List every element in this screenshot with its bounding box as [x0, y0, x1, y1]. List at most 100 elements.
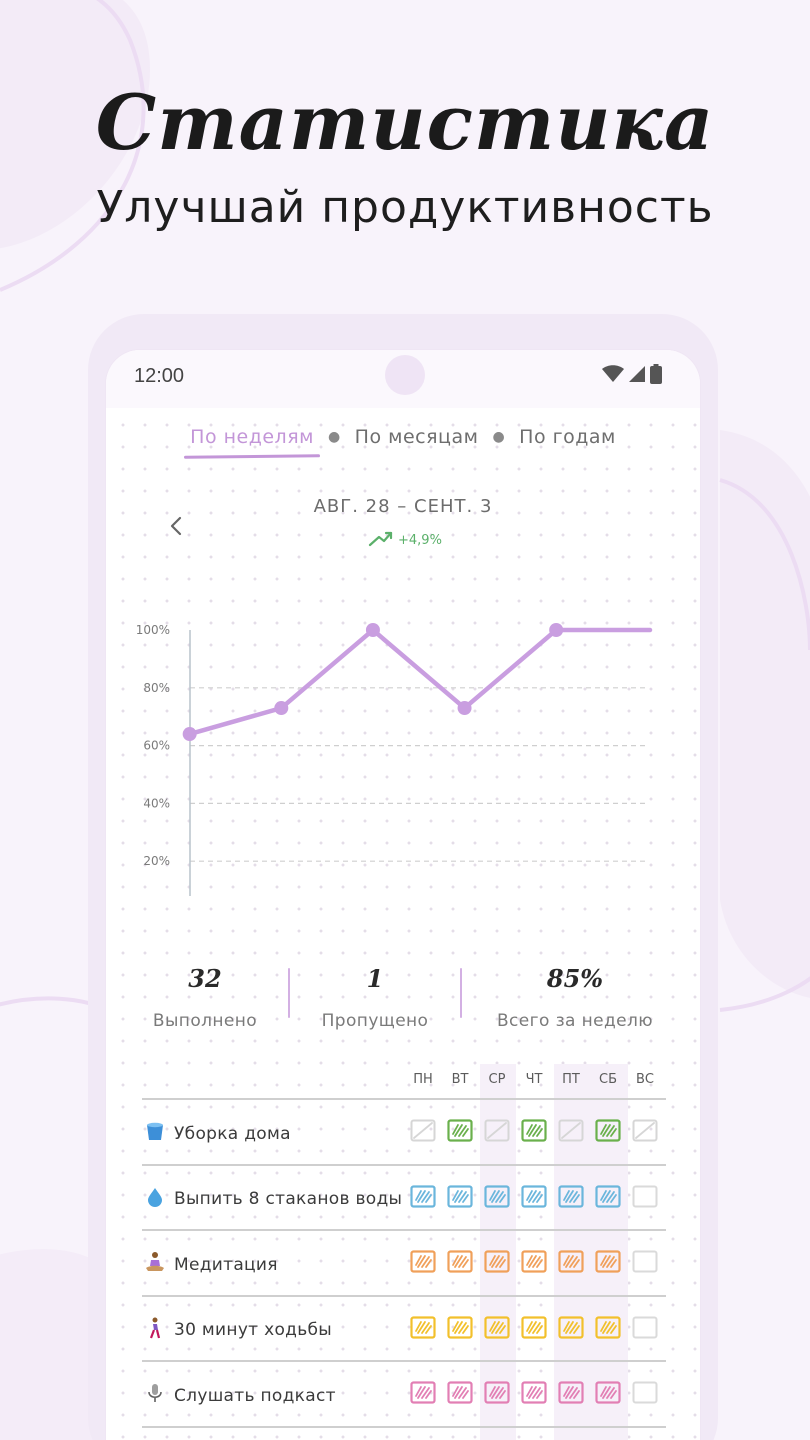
stat-value: 1	[366, 964, 384, 993]
habit-day-checkbox[interactable]	[447, 1315, 473, 1339]
data-point[interactable]	[365, 623, 380, 637]
stat-weekly-total: 85% Всего за неделю	[484, 964, 666, 1031]
chevron-left-icon	[170, 516, 182, 536]
habit-day-checkbox[interactable]	[632, 1119, 658, 1142]
weekday-label: ВС	[636, 1072, 654, 1087]
tab-weekly[interactable]: По неделям	[186, 426, 318, 448]
habit-day-checkbox[interactable]	[410, 1119, 436, 1142]
camera-cutout	[385, 355, 425, 395]
habit-row[interactable]: Уборка дома	[142, 1098, 666, 1164]
weekday-label: ПТ	[562, 1072, 580, 1087]
habit-day-checkbox[interactable]	[521, 1250, 547, 1273]
habit-day-checkbox[interactable]	[484, 1250, 510, 1273]
habit-day-checkbox[interactable]	[447, 1381, 473, 1404]
stat-missed: 1 Пропущено	[310, 964, 440, 1031]
microphone-icon	[144, 1382, 166, 1409]
bucket-icon	[144, 1120, 166, 1147]
subheadline: Улучшай продуктивность	[96, 182, 714, 233]
habit-day-checkbox[interactable]	[595, 1184, 621, 1208]
y-tick-label: 20%	[143, 854, 170, 868]
y-tick-label: 40%	[143, 796, 170, 810]
period-change: +4,9%	[398, 533, 442, 548]
data-point[interactable]	[549, 623, 564, 637]
weekday-label: ВТ	[451, 1072, 469, 1087]
habit-name: Выпить 8 стаканов воды	[144, 1186, 402, 1213]
weekday-header: ПН ВТ СР ЧТ ПТ СБ ВС	[142, 1064, 666, 1098]
habit-day-checkbox[interactable]	[410, 1184, 436, 1208]
habit-day-checkbox[interactable]	[447, 1250, 473, 1273]
stat-label: Всего за неделю	[496, 1011, 654, 1031]
habit-day-checkbox[interactable]	[558, 1119, 584, 1142]
tab-separator: ●	[492, 429, 506, 445]
stat-divider	[288, 968, 290, 1018]
habit-row[interactable]: Медитация	[142, 1229, 666, 1295]
habit-day-checkbox[interactable]	[447, 1184, 473, 1208]
habit-label: Уборка дома	[174, 1123, 291, 1144]
stat-label: Пропущено	[321, 1011, 429, 1031]
habit-day-checkbox[interactable]	[595, 1250, 621, 1273]
habit-row[interactable]: Выпить 8 стаканов воды	[142, 1163, 666, 1230]
habit-day-checkbox[interactable]	[484, 1184, 510, 1208]
tab-separator: ●	[327, 429, 341, 445]
status-bar: 12:00	[106, 350, 700, 408]
habit-day-checkbox[interactable]	[484, 1315, 510, 1339]
habit-day-checkbox[interactable]	[632, 1185, 658, 1208]
habit-name: Слушать подкаст	[144, 1382, 336, 1409]
stat-completed: 32 Выполнено	[140, 964, 270, 1031]
back-button[interactable]	[158, 510, 194, 546]
table-divider	[142, 1425, 666, 1430]
habit-day-checkbox[interactable]	[410, 1381, 436, 1404]
habit-label: 30 минут ходьбы	[174, 1320, 333, 1340]
habit-day-checkbox[interactable]	[558, 1381, 584, 1404]
battery-icon	[650, 364, 662, 384]
habit-day-checkbox[interactable]	[558, 1184, 584, 1208]
habit-row[interactable]: 30 минут ходьбы	[142, 1294, 666, 1361]
weekday-label: ПН	[413, 1072, 433, 1087]
y-tick-label: 60%	[143, 739, 170, 753]
walking-icon	[144, 1317, 166, 1344]
tab-monthly[interactable]: По месяцам	[354, 426, 479, 448]
habit-day-checkbox[interactable]	[632, 1316, 658, 1339]
habit-day-checkbox[interactable]	[632, 1250, 658, 1273]
habit-day-checkbox[interactable]	[447, 1119, 473, 1142]
habit-day-checkbox[interactable]	[484, 1381, 510, 1404]
habit-day-checkbox[interactable]	[558, 1250, 584, 1273]
habit-day-checkbox[interactable]	[595, 1119, 621, 1142]
series-line	[187, 627, 653, 737]
habit-row[interactable]: Слушать подкаст	[142, 1360, 666, 1426]
line-chart: АВГ. 28 – СЕНТ. 3 +4,9% 0%20%40%60%80%10…	[136, 496, 653, 896]
weekday-label: СБ	[599, 1072, 617, 1087]
weekday-label: СР	[488, 1072, 506, 1087]
habit-day-checkbox[interactable]	[484, 1119, 510, 1142]
stat-value: 85%	[546, 964, 604, 993]
y-tick-label: 80%	[143, 681, 170, 695]
meditation-icon	[144, 1251, 166, 1278]
tab-yearly[interactable]: По годам	[519, 426, 616, 448]
habit-day-checkbox[interactable]	[521, 1315, 547, 1339]
wifi-icon	[602, 365, 624, 382]
habit-day-checkbox[interactable]	[410, 1250, 436, 1273]
data-point[interactable]	[274, 701, 289, 716]
statistics-content: По неделям ● По месяцам ● По годам АВГ. …	[106, 408, 700, 1440]
stats-summary: 32 Выполнено 1 Пропущено 85% Всего за не…	[140, 964, 666, 1034]
habit-day-checkbox[interactable]	[632, 1381, 658, 1404]
habit-label: Выпить 8 стаканов воды	[174, 1189, 403, 1209]
data-point[interactable]	[457, 701, 472, 716]
habit-day-checkbox[interactable]	[595, 1315, 621, 1339]
habit-day-checkbox[interactable]	[410, 1315, 436, 1339]
y-tick-label: 100%	[136, 623, 170, 637]
habit-day-checkbox[interactable]	[521, 1381, 547, 1404]
phone-screen: 12:00 По неделям ● По месяцам ● По годам	[106, 350, 700, 1440]
habit-day-checkbox[interactable]	[558, 1315, 584, 1339]
habit-day-checkbox[interactable]	[521, 1119, 547, 1142]
habit-name: Медитация	[144, 1251, 278, 1278]
habit-day-checkbox[interactable]	[595, 1381, 621, 1404]
habit-day-checkbox[interactable]	[521, 1184, 547, 1208]
cell-signal-icon	[629, 366, 645, 382]
data-point[interactable]	[182, 727, 197, 742]
habit-label: Слушать подкаст	[174, 1385, 336, 1406]
habit-table: ПН ВТ СР ЧТ ПТ СБ ВС Уборка дома Выпить 8 стака…	[142, 1064, 666, 1440]
water-drop-icon	[144, 1186, 166, 1213]
status-time: 12:00	[134, 365, 185, 387]
stat-divider	[460, 968, 462, 1018]
